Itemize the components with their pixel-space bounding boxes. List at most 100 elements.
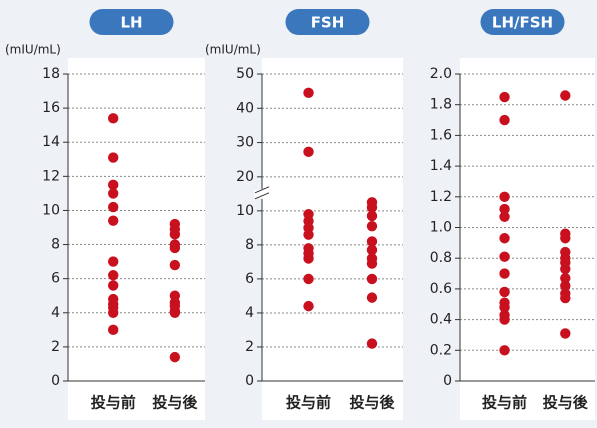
data-point (108, 280, 119, 291)
data-point (366, 210, 378, 222)
y-tick-label: 0.8 (430, 250, 452, 266)
panel-title: LH (120, 14, 142, 32)
x-tick-label: 投与前 (91, 394, 136, 412)
data-point (108, 152, 119, 163)
axis-break-gap (254, 189, 270, 198)
y-tick-label: 2 (245, 339, 254, 355)
data-point (366, 244, 378, 256)
data-point (303, 229, 314, 240)
y-tick-label: 0.2 (430, 342, 452, 358)
data-point (499, 345, 510, 356)
y-tick-label: 6 (245, 271, 254, 287)
data-point (560, 280, 571, 292)
y-tick-label: 2.0 (430, 66, 452, 82)
data-point (108, 179, 119, 191)
data-point (499, 302, 510, 313)
data-point (303, 146, 314, 158)
y-tick-label: 16 (42, 100, 60, 116)
data-point (499, 211, 510, 222)
y-tick-label: 0 (443, 373, 452, 389)
y-tick-label: 10 (42, 202, 60, 218)
data-point (303, 253, 314, 264)
data-point (169, 307, 181, 318)
data-point (366, 292, 378, 303)
data-point (169, 242, 181, 254)
data-point (108, 113, 119, 124)
data-point (560, 263, 571, 275)
y-tick-label: 0.6 (430, 281, 452, 297)
data-point (366, 338, 378, 349)
data-point (499, 233, 510, 244)
title-badge (285, 9, 370, 35)
data-point (560, 90, 571, 101)
data-point (499, 286, 510, 298)
y-tick-label: 30 (236, 135, 254, 151)
y-tick-label: 50 (236, 66, 254, 82)
y-tick-label: 14 (42, 134, 60, 150)
data-point (499, 191, 510, 202)
data-point (303, 273, 314, 285)
y-tick-label: 8 (51, 237, 60, 253)
data-point (560, 233, 571, 244)
data-point (560, 328, 571, 339)
x-tick-label: 投与後 (349, 394, 395, 412)
axis-break-mark (254, 192, 270, 200)
y-tick-label: 1.4 (430, 158, 452, 174)
plot-background (68, 58, 205, 420)
data-point (499, 114, 510, 126)
y-tick-label: 2 (51, 339, 60, 355)
data-point (108, 324, 119, 336)
x-tick-label: 投与前 (482, 394, 527, 412)
plot-background (262, 58, 403, 420)
y-tick-label: 4 (245, 305, 254, 321)
y-tick-label: 1.0 (430, 220, 452, 236)
panel-title: LH/FSH (492, 14, 553, 32)
y-axis-label: (mIU/mL) (5, 43, 61, 57)
axis-break-mark (254, 186, 270, 194)
data-point (169, 259, 181, 271)
data-point (499, 203, 510, 215)
y-tick-label: 0 (245, 373, 254, 389)
y-tick-label: 1.6 (430, 127, 452, 143)
data-point (560, 292, 571, 304)
data-point (303, 87, 314, 99)
y-tick-label: 10 (236, 203, 254, 219)
data-point (499, 91, 510, 103)
y-tick-label: 4 (51, 305, 60, 321)
data-point (499, 251, 510, 262)
y-tick-label: 0.4 (430, 312, 452, 328)
data-point (108, 201, 119, 213)
y-tick-label: 1.8 (430, 97, 452, 113)
y-tick-label: 6 (51, 271, 60, 287)
title-badge (480, 9, 565, 35)
data-point (303, 300, 314, 312)
data-point (366, 258, 378, 269)
plot-background (460, 58, 595, 420)
x-tick-label: 投与後 (543, 394, 589, 412)
data-point (366, 273, 378, 285)
data-point (108, 256, 119, 267)
data-point (108, 307, 119, 318)
panel-title: FSH (311, 14, 345, 32)
y-tick-label: 18 (42, 66, 60, 82)
y-tick-label: 20 (236, 169, 254, 185)
x-tick-label: 投与後 (152, 394, 198, 412)
y-tick-label: 8 (245, 237, 254, 253)
y-axis-label: (mIU/mL) (205, 43, 261, 57)
data-point (560, 272, 571, 284)
x-tick-label: 投与前 (286, 394, 331, 412)
data-point (499, 314, 510, 325)
data-point (169, 229, 181, 240)
y-tick-label: 0 (51, 373, 60, 389)
y-tick-label: 40 (236, 100, 254, 116)
y-tick-label: 1.2 (430, 189, 452, 205)
data-point (366, 236, 378, 247)
data-point (108, 215, 119, 226)
y-tick-label: 12 (42, 168, 60, 184)
data-point (108, 188, 119, 199)
data-point (108, 270, 119, 281)
data-point (366, 220, 378, 232)
data-point (169, 351, 181, 363)
title-badge (89, 9, 174, 35)
